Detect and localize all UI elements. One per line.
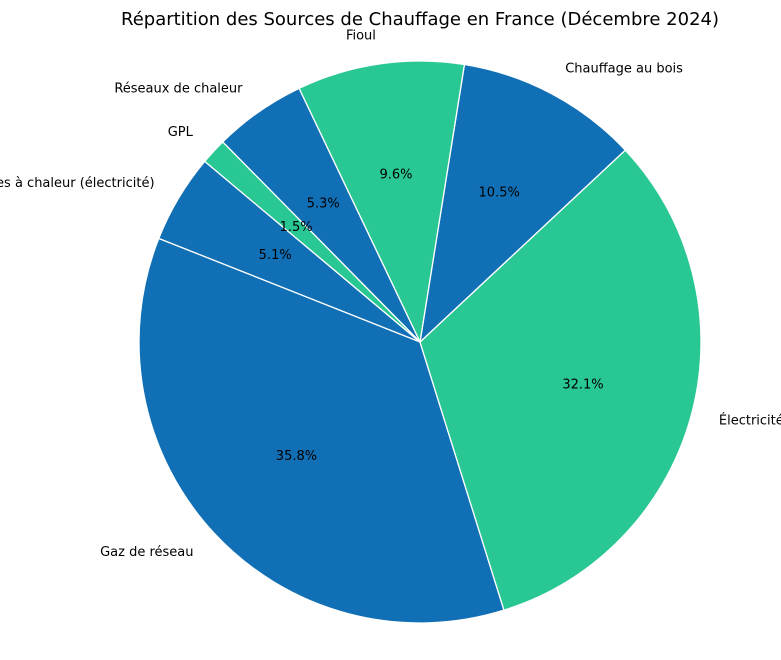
slice-label-reseaux-de-chaleur: Réseaux de chaleur xyxy=(114,81,243,96)
percent-label-gpl: 1.5% xyxy=(280,220,313,235)
percent-labels: 5.1% 35.8% 32.1% 10.5% 9.6% 5.3% 1.5% xyxy=(259,168,604,465)
percent-label-fioul: 9.6% xyxy=(379,168,412,183)
pie-slice-gpl xyxy=(204,141,421,343)
slice-label-chauffage-au-bois: Chauffage au bois xyxy=(565,62,683,77)
slice-label-gaz-de-reseau: Gaz de réseau xyxy=(100,545,193,560)
slice-label-electricite: Électricité xyxy=(719,412,781,428)
slice-label-gpl: GPL xyxy=(168,125,194,140)
pie-slices xyxy=(138,60,702,624)
pie-slice-chauffage-au-bois xyxy=(419,63,626,343)
percent-label-chauffage-au-bois: 10.5% xyxy=(479,186,520,201)
pie-slice-electricite xyxy=(419,149,702,611)
percent-label-gaz-de-reseau: 35.8% xyxy=(276,449,317,464)
slice-label-fioul: Fioul xyxy=(346,29,376,44)
chart-title: Répartition des Sources de Chauffage en … xyxy=(121,9,719,30)
percent-label-pompes-a-chaleur-electricite: 5.1% xyxy=(259,248,292,263)
percent-label-electricite: 32.1% xyxy=(562,378,603,393)
pie-slice-fioul xyxy=(298,60,466,343)
slice-label-pompes-a-chaleur-electricite: Pompes à chaleur (électricité) xyxy=(0,176,155,191)
pie-slice-gaz-de-reseau xyxy=(138,237,505,624)
percent-label-reseaux-de-chaleur: 5.3% xyxy=(307,196,340,211)
slice-labels: Pompes à chaleur (électricité) Gaz de rés… xyxy=(0,29,781,560)
